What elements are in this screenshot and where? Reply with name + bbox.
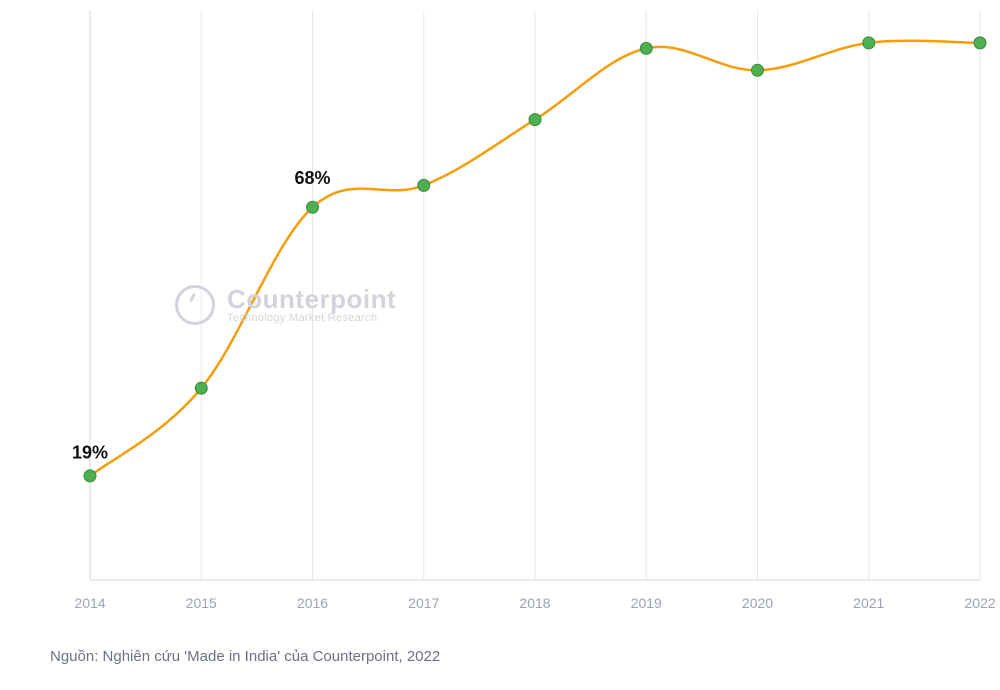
svg-text:68%: 68% xyxy=(294,168,330,188)
svg-text:2017: 2017 xyxy=(408,595,439,611)
svg-text:2022: 2022 xyxy=(964,595,995,611)
svg-text:2021: 2021 xyxy=(853,595,884,611)
svg-text:2018: 2018 xyxy=(519,595,550,611)
svg-text:2019: 2019 xyxy=(631,595,662,611)
svg-text:19%: 19% xyxy=(72,443,108,463)
svg-text:2014: 2014 xyxy=(74,595,105,611)
svg-text:2020: 2020 xyxy=(742,595,773,611)
svg-text:2016: 2016 xyxy=(297,595,328,611)
svg-text:2015: 2015 xyxy=(186,595,217,611)
line-chart: 2014 2015 2016 2017 2018 2019 2020 2021 2022 19% 6… xyxy=(0,0,1000,640)
chart-source-caption: Nguồn: Nghiên cứu 'Made in India' của Co… xyxy=(50,648,440,665)
